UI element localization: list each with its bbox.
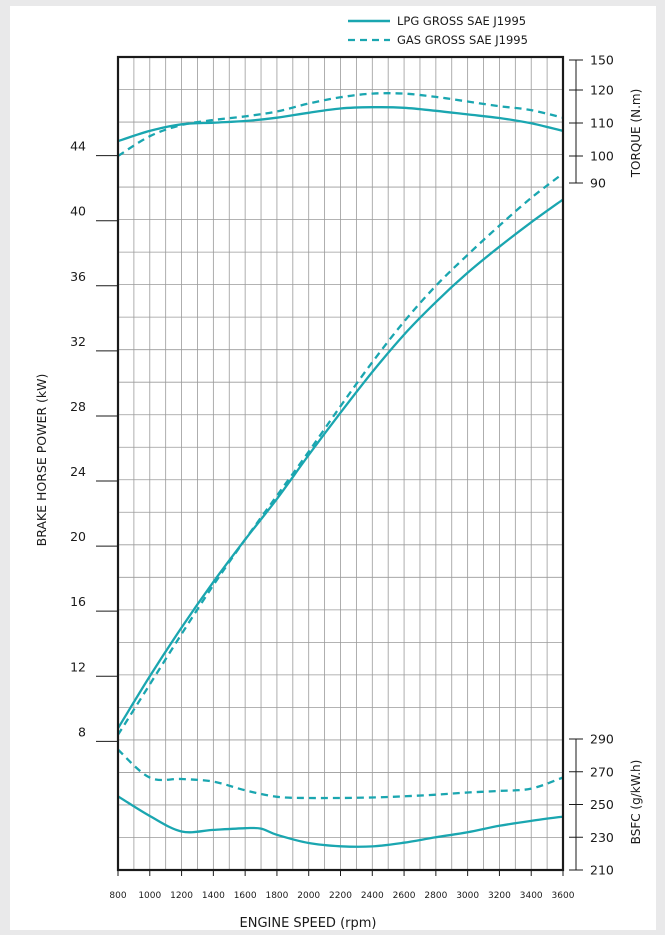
torque-tick-label: 120 <box>590 83 614 98</box>
x-tick-label: 2000 <box>297 891 320 901</box>
torque-tick-label: 150 <box>590 53 614 68</box>
x-tick-label: 3000 <box>456 891 479 901</box>
bsfc-tick-label: 250 <box>590 797 614 812</box>
torque-solid-line <box>117 106 564 143</box>
grid <box>118 57 563 870</box>
x-tick-label: 1400 <box>202 891 225 901</box>
y-power-tick-label: 40 <box>70 204 86 219</box>
x-tick-label: 2600 <box>393 891 416 901</box>
x-tick-label: 3400 <box>520 891 543 901</box>
y-power-tick-label: 36 <box>70 269 86 284</box>
y-power-tick-label: 20 <box>70 529 86 544</box>
power-solid-line <box>117 198 564 729</box>
y-power-tick-label: 24 <box>70 464 86 479</box>
legend-dashed-label: GAS GROSS SAE J1995 <box>397 33 528 47</box>
x-tick-label: 1200 <box>170 891 193 901</box>
x-tick-label: 1800 <box>265 891 288 901</box>
x-tick-label: 3600 <box>552 891 575 901</box>
bsfc-tick-label: 210 <box>590 863 614 878</box>
y-power-tick-label: 28 <box>70 399 86 414</box>
x-axis-label: ENGINE SPEED (rpm) <box>240 916 377 931</box>
series-lines <box>117 92 564 848</box>
y-power-tick-label: 16 <box>70 594 86 609</box>
torque-tick-label: 90 <box>590 176 606 191</box>
bsfc-tick-label: 270 <box>590 764 614 779</box>
x-tick-label: 1600 <box>234 891 257 901</box>
x-tick-label: 800 <box>109 891 126 901</box>
y-power-tick-label: 8 <box>78 724 86 739</box>
y-power-tick-label: 44 <box>70 139 86 154</box>
tick-labels: 800 1000 1200 1400 1600 1800 2000 2200 2400 2600 2… <box>70 53 614 902</box>
y-axis-torque-label: TORQUE (N.m) <box>629 89 643 179</box>
bsfc-solid-line <box>117 795 564 848</box>
x-tick-label: 2800 <box>424 891 447 901</box>
y-axis-bsfc-label: BSFC (g/kW.h) <box>629 760 643 845</box>
bsfc-dashed-line <box>117 748 564 800</box>
legend-solid-label: LPG GROSS SAE J1995 <box>397 14 526 28</box>
paper <box>10 6 656 930</box>
power-dashed-line <box>117 172 564 736</box>
axis-ticks <box>96 59 583 876</box>
y-axis-power-label: BRAKE HORSE POWER (kW) <box>34 374 49 547</box>
bsfc-tick-label: 230 <box>590 830 614 845</box>
x-tick-label: 3200 <box>488 891 511 901</box>
y-power-tick-label: 12 <box>70 659 86 674</box>
torque-tick-label: 110 <box>590 116 614 131</box>
legend: LPG GROSS SAE J1995 GAS GROSS SAE J1995 <box>348 14 528 47</box>
bsfc-tick-label: 290 <box>590 732 614 747</box>
y-power-tick-label: 32 <box>70 334 86 349</box>
x-tick-label: 2400 <box>361 891 384 901</box>
x-tick-label: 1000 <box>138 891 161 901</box>
torque-dashed-line <box>117 92 564 157</box>
x-tick-label: 2200 <box>329 891 352 901</box>
torque-tick-label: 100 <box>590 149 614 164</box>
